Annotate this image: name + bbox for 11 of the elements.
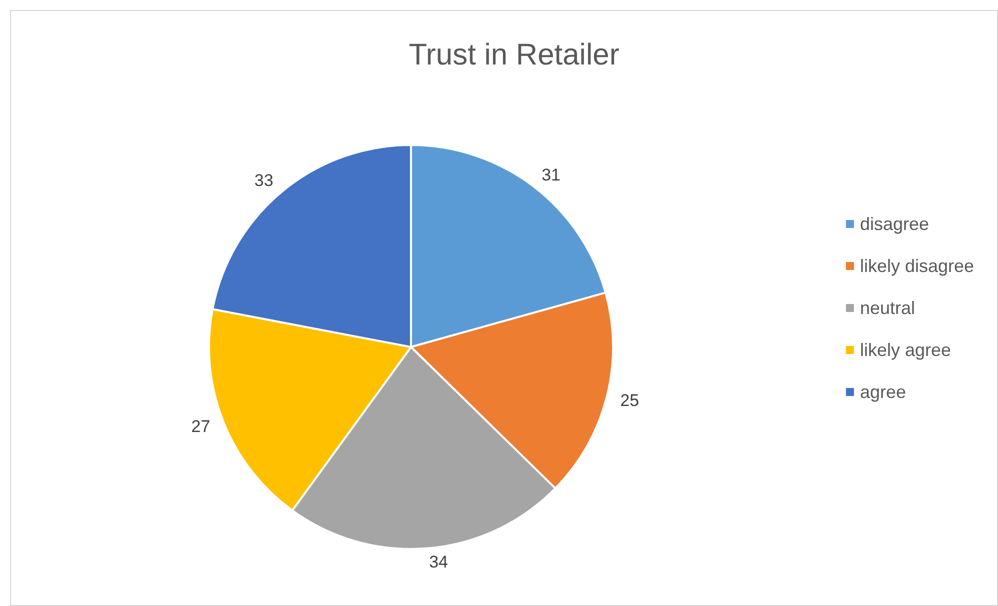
data-label: 34 [429,552,448,572]
legend-label: agree [860,382,906,402]
legend-label: likely disagree [860,256,974,276]
legend-label: disagree [860,214,929,234]
data-label: 33 [254,171,274,190]
data-label: 25 [620,391,640,410]
data-label: 31 [542,165,561,184]
data-label: 27 [191,417,210,436]
chart-title: Trust in Retailer [408,38,620,72]
legend-label: likely agree [860,340,951,360]
legend-label: neutral [860,298,915,318]
